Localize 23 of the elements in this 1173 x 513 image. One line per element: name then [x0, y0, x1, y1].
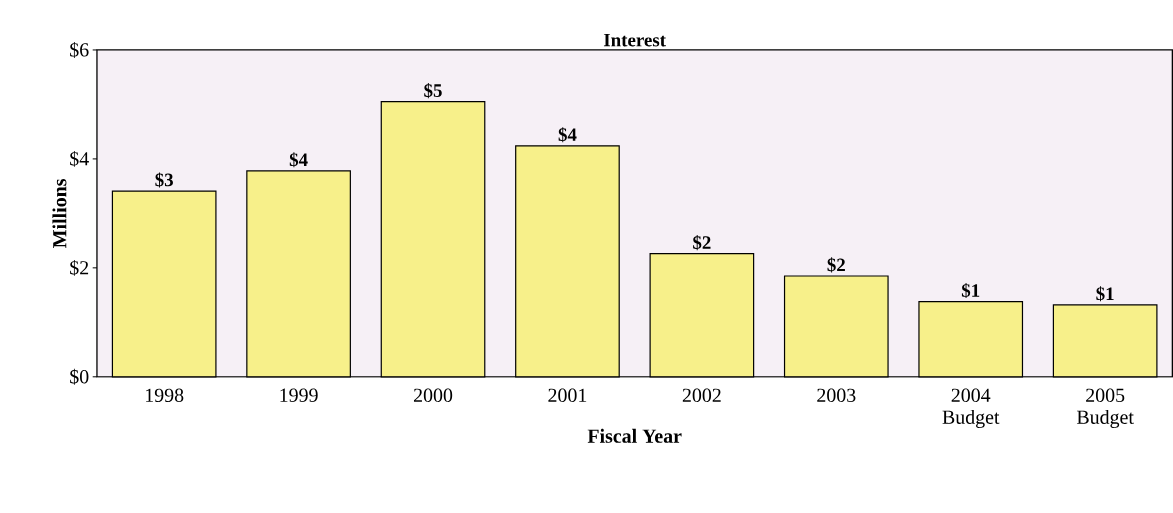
x-tick-label: 2001: [548, 388, 587, 403]
y-tick-label: $6: [70, 42, 89, 59]
x-tick-label: 1999: [280, 388, 318, 403]
data-label: $2: [827, 257, 845, 273]
data-label: $4: [558, 127, 577, 143]
y-axis-title: Millions: [52, 179, 67, 249]
x-tick-label: 2002: [682, 388, 721, 403]
data-label: $2: [693, 235, 711, 251]
x-tick-label: 2003: [817, 388, 856, 403]
data-label: $5: [424, 83, 442, 99]
data-label: $4: [289, 152, 308, 168]
y-tick-label: $4: [70, 151, 89, 167]
x-tick-label: 2004 Budget: [942, 388, 1000, 429]
y-tick-label: $2: [70, 260, 89, 276]
x-tick-label: 2005 Budget: [1076, 388, 1134, 429]
data-label: $3: [155, 172, 173, 188]
data-label: $1: [961, 283, 980, 299]
y-tick-label: $0: [70, 368, 89, 385]
chart-title: Interest: [603, 34, 666, 47]
x-tick-label: 1998: [146, 388, 184, 403]
data-label: $1: [1096, 286, 1114, 302]
x-tick-label: 2000: [413, 388, 453, 403]
x-axis-title: Fiscal Year: [587, 428, 682, 443]
